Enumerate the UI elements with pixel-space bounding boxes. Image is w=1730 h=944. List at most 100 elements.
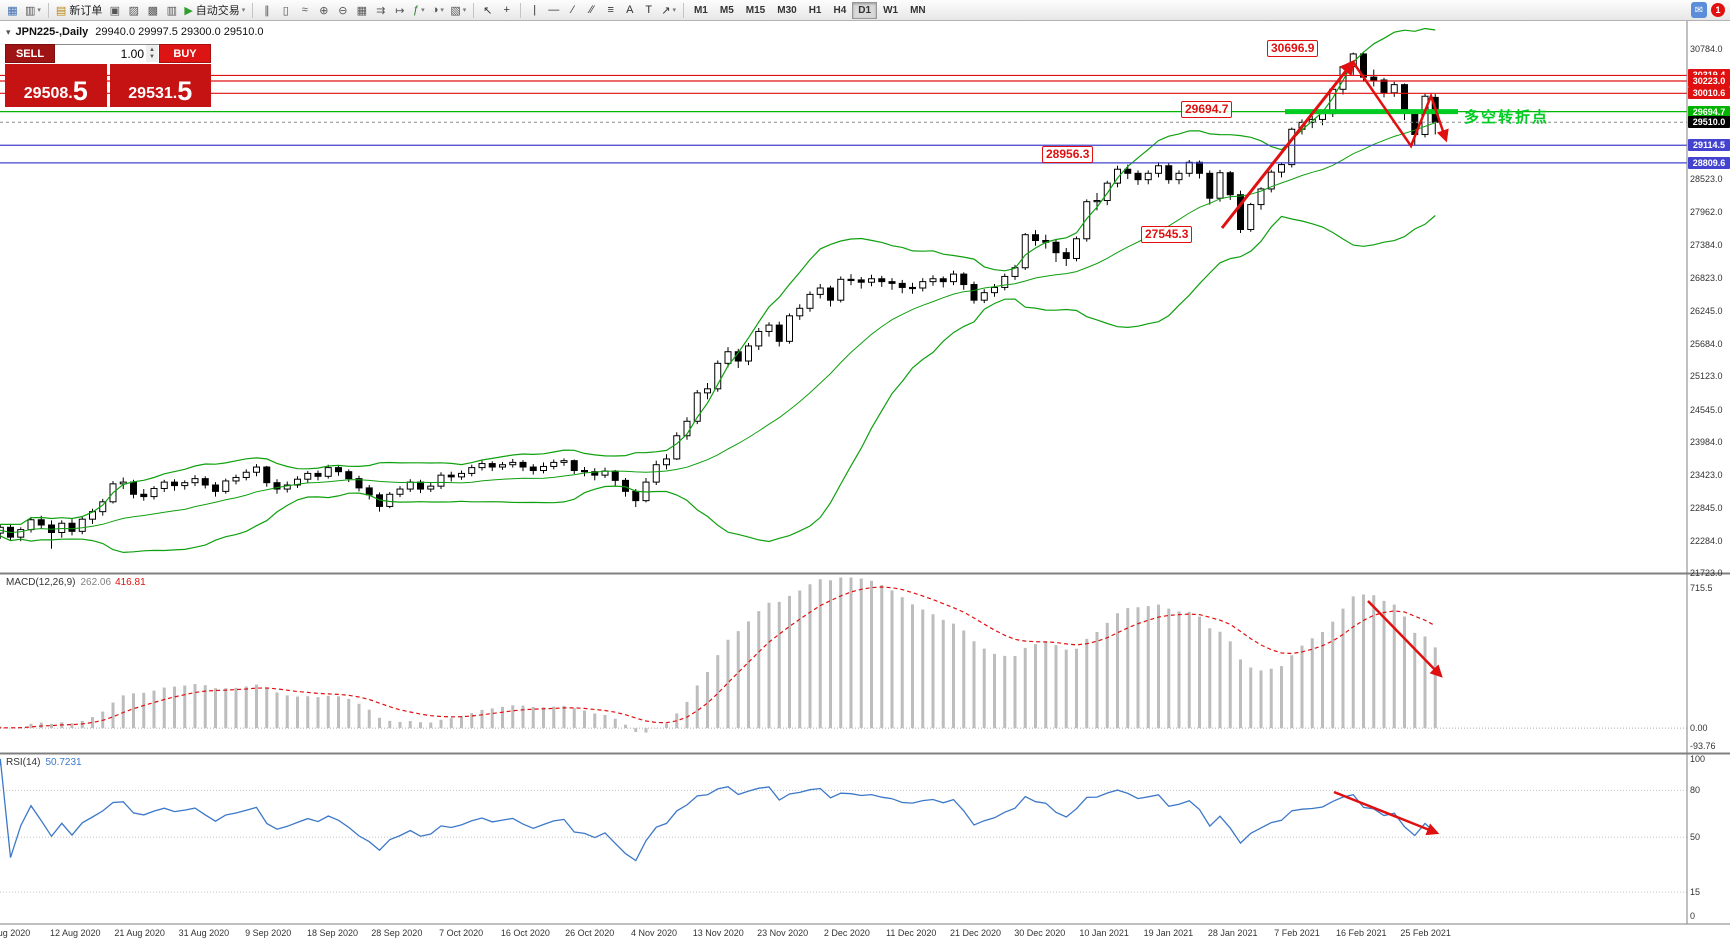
zoom-in-icon[interactable]: ⊕ — [314, 1, 333, 19]
chart-profiles-icon[interactable]: ▥ ▾ — [25, 4, 41, 17]
timeframe-button-M30[interactable]: M30 — [777, 4, 797, 16]
bollinger-lower-band — [0, 215, 1436, 554]
volume-field: ▲▼ — [55, 44, 159, 63]
market-watch-icon: ▣ — [109, 4, 121, 17]
toolbar-right: ✉ 1 — [1691, 2, 1725, 18]
price-axis-tick: 30784.0 — [1690, 43, 1723, 54]
turning-point-label[interactable]: 多空转折点 — [1464, 109, 1550, 126]
date-label: 25 Feb 2021 — [1400, 928, 1451, 938]
notification-badge[interactable]: 1 — [1711, 3, 1725, 17]
timeframe-button-M15[interactable]: M15 — [745, 4, 766, 16]
periods-icon[interactable]: ◑ ▾ — [431, 4, 444, 16]
chart-title: ▾ JPN225-,Daily 29940.0 29997.5 29300.0 29… — [6, 26, 264, 38]
bollinger-middle-band — [0, 122, 1436, 534]
chart-shift-icon[interactable]: ↦ — [390, 1, 409, 19]
price-axis-tick: 28523.0 — [1690, 174, 1723, 185]
price-axis-tick: 25684.0 — [1690, 338, 1723, 349]
toolbar: ▦ ▥ ▾ ▤ 新订单 ▣ ▨ ▩ ▥ ▶ 自动交易 ▾ ∥ ▯ ≈ ⊕ ⊖ ▦ ⇉ ↦ ƒ ▾ ◑ ▾ ▧ ▾ ↖ + | — ∕ ∕∕ ≡ A… — [0, 0, 1730, 21]
candlestick-chart-icon: ▯ — [282, 4, 289, 17]
price-level-label: 29114.5 — [1688, 139, 1730, 152]
macd-axis-tick: 0.00 — [1690, 723, 1708, 734]
timeframe-button-W1[interactable]: W1 — [883, 4, 899, 16]
new-order-button[interactable]: ▤ 新订单 — [55, 4, 103, 18]
volume-input[interactable] — [55, 45, 159, 63]
cursor-icon[interactable]: ↖ — [478, 1, 497, 19]
data-window-icon[interactable]: ▨ — [124, 1, 143, 19]
timeframe-button-H1[interactable]: H1 — [808, 4, 822, 16]
candlesticks — [0, 52, 1439, 549]
candlestick-chart-icon[interactable]: ▯ — [276, 1, 295, 19]
horizontal-line-icon: — — [548, 4, 560, 16]
buy-button[interactable]: BUY — [159, 44, 211, 63]
timeframe-button-M1[interactable]: M1 — [693, 4, 708, 16]
timeframe-button-MN[interactable]: MN — [910, 4, 926, 16]
price-level-label: 28809.6 — [1688, 156, 1730, 169]
price-axis-tick: 26823.0 — [1690, 272, 1723, 283]
date-label: 18 Sep 2020 — [306, 928, 359, 938]
messages-icon[interactable]: ✉ — [1691, 2, 1707, 18]
date-label: 21 Dec 2020 — [949, 928, 1002, 938]
bollinger-upper-band — [0, 27, 1436, 526]
trend-arrow-macd-2[interactable] — [1367, 600, 1443, 678]
terminal-icon[interactable]: ▥ — [162, 1, 181, 19]
sell-button[interactable]: SELL — [5, 44, 55, 63]
zoom-out-icon[interactable]: ⊖ — [333, 1, 352, 19]
bar-chart-icon[interactable]: ∥ — [257, 1, 276, 19]
oneclick-collapse-icon[interactable]: ▾ — [6, 27, 11, 37]
arrows-icon[interactable]: ↗ ▾ — [661, 4, 676, 17]
new-chart-icon[interactable]: ▦ — [3, 1, 22, 19]
timeframe-button-M5[interactable]: M5 — [719, 4, 734, 16]
timeframe-button-H4[interactable]: H4 — [833, 4, 847, 16]
rsi-line — [0, 758, 1436, 862]
rsi-axis-tick: 0 — [1690, 910, 1696, 921]
trendline-icon[interactable]: ∕ — [563, 1, 582, 19]
price-axis-tick: 27384.0 — [1690, 240, 1723, 251]
rsi-axis-tick: 80 — [1690, 785, 1701, 796]
price-annotation-29694.7[interactable]: 29694.7 — [1181, 101, 1233, 118]
price-annotation-28956.3[interactable]: 28956.3 — [1042, 146, 1094, 163]
volume-spinner[interactable]: ▲ ▼ — [146, 45, 158, 62]
autotrading-button[interactable]: ▶ 自动交易 ▾ — [184, 4, 246, 18]
horizontal-line-icon[interactable]: — — [544, 1, 563, 19]
crosshair-icon[interactable]: + — [497, 1, 516, 19]
indicators-icon[interactable]: ƒ ▾ — [412, 4, 425, 16]
price-axis-tick: 22845.0 — [1690, 503, 1723, 514]
price-level-label: 30223.0 — [1688, 75, 1730, 87]
trend-arrow-main-0[interactable] — [1220, 59, 1355, 229]
text-icon[interactable]: A — [620, 1, 639, 19]
vertical-line-icon[interactable]: | — [525, 1, 544, 19]
price-axis-tick: 23423.0 — [1690, 469, 1723, 480]
price-axis-tick: 24545.0 — [1690, 404, 1723, 415]
navigator-icon: ▩ — [147, 4, 159, 17]
channel-icon: ∕∕ — [589, 4, 594, 16]
crosshair-icon: + — [503, 4, 510, 16]
trend-arrow-main-1[interactable] — [1351, 61, 1449, 149]
channel-icon[interactable]: ∕∕ — [582, 1, 601, 19]
macd-panel-layer — [0, 577, 1687, 733]
timeframe-button-D1[interactable]: D1 — [852, 1, 878, 19]
date-label: 16 Oct 2020 — [500, 928, 550, 938]
templates-icon[interactable]: ▧ ▾ — [450, 4, 467, 17]
fibonacci-icon[interactable]: ≡ — [601, 1, 620, 19]
indicators-icon: ƒ — [412, 4, 420, 16]
line-chart-icon[interactable]: ≈ — [295, 1, 314, 19]
tile-windows-icon[interactable]: ▦ — [352, 1, 371, 19]
price-axis-tick: 23984.0 — [1690, 437, 1723, 448]
auto-scroll-icon[interactable]: ⇉ — [371, 1, 390, 19]
label-icon: T — [645, 4, 653, 16]
price-annotation-27545.3[interactable]: 27545.3 — [1141, 226, 1193, 243]
date-label: 7 Oct 2020 — [439, 928, 484, 938]
sell-price-display[interactable]: 29508. 5 — [5, 64, 107, 107]
date-label: 16 Feb 2021 — [1336, 928, 1387, 938]
date-label: 4 Nov 2020 — [630, 928, 678, 938]
market-watch-icon[interactable]: ▣ — [105, 1, 124, 19]
trend-arrow-rsi-3[interactable] — [1333, 790, 1440, 836]
buy-price-display[interactable]: 29531. 5 — [109, 64, 211, 107]
date-label: 19 Jan 2021 — [1143, 928, 1194, 938]
price-level-label: 30010.6 — [1688, 87, 1730, 100]
trendline-icon: ∕ — [571, 4, 574, 16]
label-icon[interactable]: T — [639, 1, 658, 19]
navigator-icon[interactable]: ▩ — [143, 1, 162, 19]
price-annotation-30696.9[interactable]: 30696.9 — [1267, 40, 1319, 57]
